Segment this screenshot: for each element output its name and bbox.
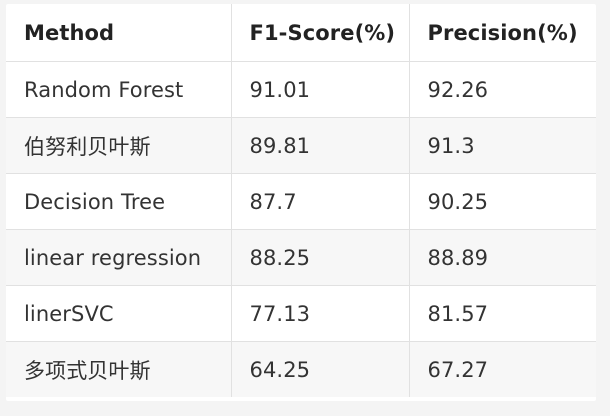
method-cell: linerSVC [6, 285, 232, 342]
method-cell: Random Forest [6, 61, 232, 118]
f1-score-cell: 91.01 [230, 61, 410, 118]
method-cell: 多项式贝叶斯 [6, 341, 232, 397]
precision-cell: 91.3 [408, 117, 596, 174]
f1-score-cell: 77.13 [230, 285, 410, 342]
method-cell: 伯努利贝叶斯 [6, 117, 232, 174]
f1-score-cell: 89.81 [230, 117, 410, 174]
precision-cell: 88.89 [408, 229, 596, 286]
table-row: Random Forest 91.01 92.26 [6, 61, 596, 118]
table-row: 伯努利贝叶斯 89.81 91.3 [6, 117, 596, 174]
f1-score-cell: 87.7 [230, 173, 410, 230]
table-row: linerSVC 77.13 81.57 [6, 285, 596, 342]
precision-cell: 92.26 [408, 61, 596, 118]
table-row: linear regression 88.25 88.89 [6, 229, 596, 286]
results-table-container: Method F1-Score(%) Precision(%) Random F… [6, 4, 596, 401]
results-table: Method F1-Score(%) Precision(%) Random F… [6, 4, 596, 397]
f1-score-cell: 88.25 [230, 229, 410, 286]
header-method: Method [6, 4, 232, 62]
header-precision: Precision(%) [408, 4, 596, 62]
header-f1-score: F1-Score(%) [230, 4, 410, 62]
table-header-row: Method F1-Score(%) Precision(%) [6, 4, 596, 62]
table-row: Decision Tree 87.7 90.25 [6, 173, 596, 230]
table-row: 多项式贝叶斯 64.25 67.27 [6, 341, 596, 397]
precision-cell: 81.57 [408, 285, 596, 342]
precision-cell: 67.27 [408, 341, 596, 397]
method-cell: linear regression [6, 229, 232, 286]
f1-score-cell: 64.25 [230, 341, 410, 397]
precision-cell: 90.25 [408, 173, 596, 230]
method-cell: Decision Tree [6, 173, 232, 230]
